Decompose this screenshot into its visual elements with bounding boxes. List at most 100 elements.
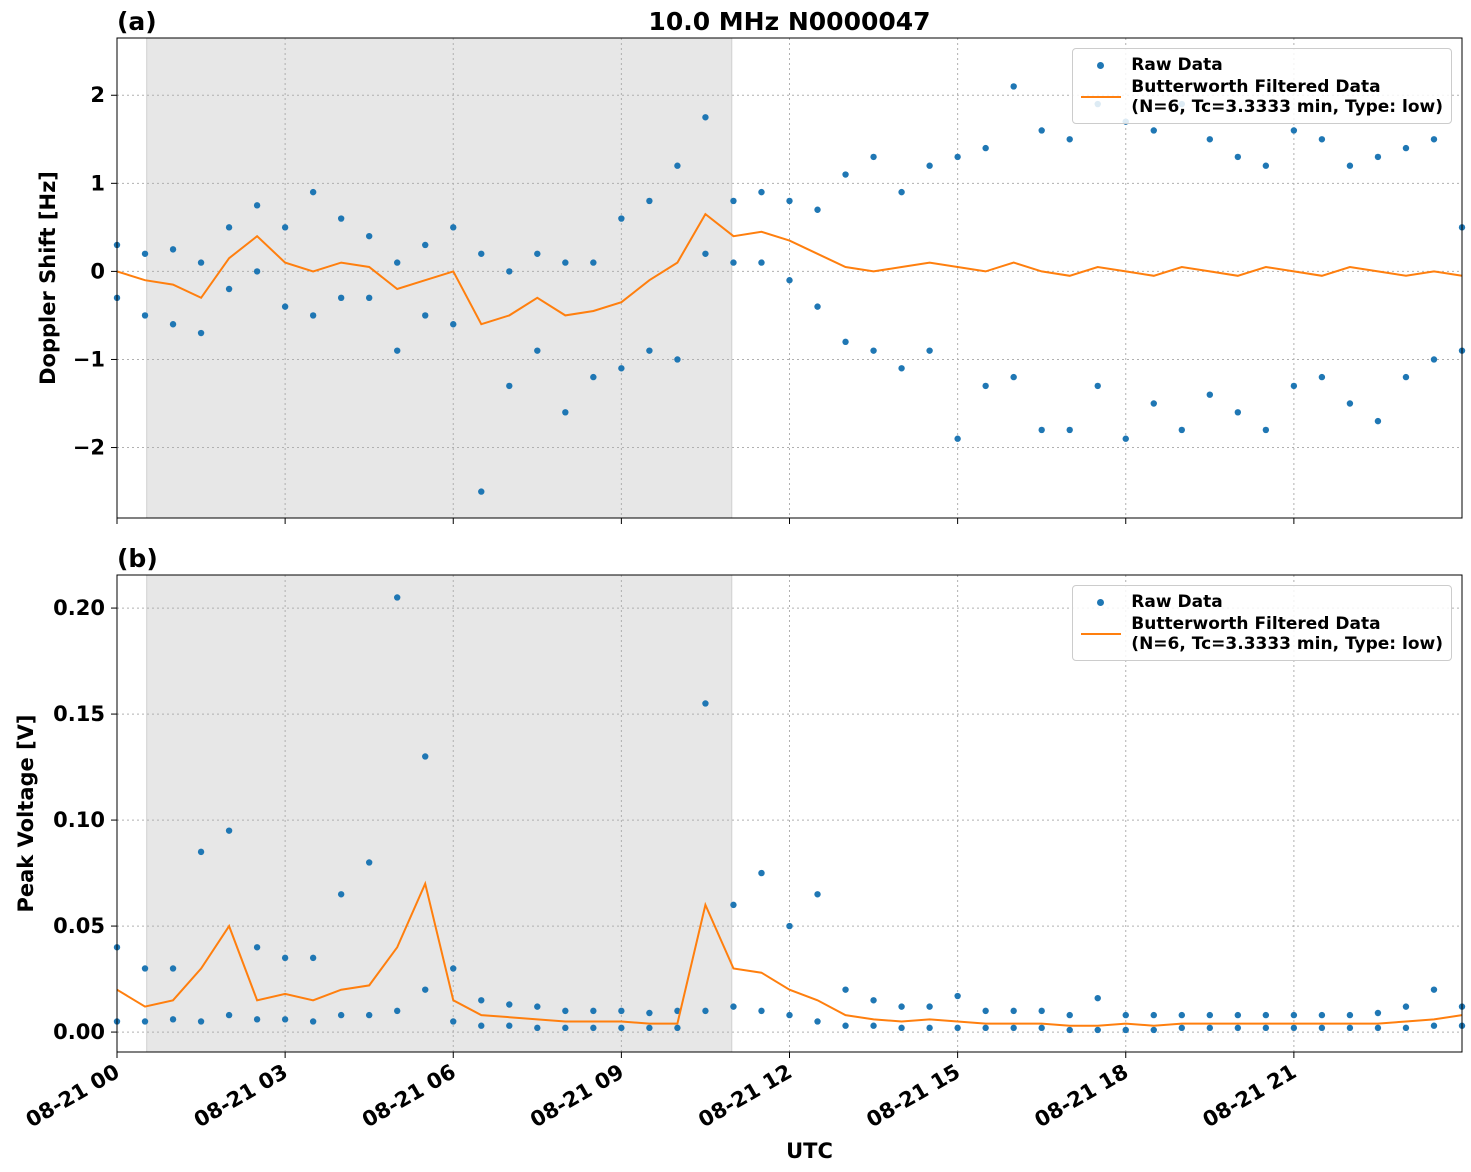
raw-point: [309, 312, 317, 319]
raw-point: [169, 1016, 177, 1023]
raw-point: [281, 1016, 289, 1023]
raw-point: [702, 1007, 709, 1015]
raw-point: [758, 259, 765, 266]
raw-point: [1094, 994, 1101, 1002]
y-tick-label: 0.20: [53, 596, 105, 620]
x-tick-label: 08-21 12: [694, 1060, 796, 1133]
raw-point: [1066, 426, 1073, 434]
raw-point: [422, 986, 429, 993]
raw-point: [197, 848, 205, 856]
raw-point: [1346, 1011, 1354, 1019]
raw-point: [1122, 435, 1129, 442]
raw-point: [1010, 1024, 1017, 1032]
raw-point: [758, 1007, 765, 1015]
legend-entry: Raw Data: [1081, 55, 1443, 75]
raw-point: [590, 1007, 597, 1015]
raw-point: [1038, 1007, 1045, 1015]
y-tick-label: −2: [73, 436, 105, 460]
raw-point: [1262, 1024, 1270, 1032]
raw-point: [982, 1007, 989, 1015]
raw-point: [730, 1003, 737, 1010]
raw-point: [506, 382, 513, 390]
raw-point: [562, 259, 569, 266]
raw-point: [674, 356, 681, 363]
raw-point: [898, 365, 905, 372]
raw-point: [898, 1003, 905, 1010]
raw-point: [758, 869, 765, 877]
raw-point: [534, 1003, 541, 1010]
x-tick-label: 08-21 21: [1199, 1060, 1301, 1133]
raw-point: [422, 312, 429, 319]
raw-point: [590, 259, 597, 266]
raw-point: [169, 321, 177, 328]
raw-point: [478, 488, 485, 495]
raw-point: [814, 303, 821, 310]
raw-point: [842, 1022, 849, 1029]
raw-point: [898, 1024, 905, 1032]
raw-point: [1262, 1011, 1270, 1019]
raw-point: [281, 224, 289, 231]
raw-point: [365, 859, 373, 866]
raw-point: [590, 1024, 597, 1032]
raw-point: [534, 1024, 541, 1032]
raw-point: [646, 197, 653, 205]
raw-point: [1262, 426, 1270, 434]
legend-entry: Butterworth Filtered Data (N=6, Tc=3.333…: [1081, 77, 1443, 117]
legend-swatch: [1081, 77, 1122, 117]
raw-point: [1346, 400, 1354, 407]
legend-label: Butterworth Filtered Data (N=6, Tc=3.333…: [1131, 614, 1443, 654]
raw-point: [1234, 1011, 1242, 1019]
raw-point: [618, 215, 625, 222]
raw-point: [197, 329, 205, 337]
raw-point: [225, 285, 233, 293]
raw-point: [1038, 1024, 1045, 1032]
raw-point: [1094, 382, 1101, 390]
raw-point: [1374, 417, 1382, 425]
raw-point: [197, 1018, 205, 1025]
raw-point: [394, 347, 401, 354]
raw-point: [1318, 1011, 1326, 1019]
raw-point: [450, 965, 457, 972]
raw-point: [281, 303, 289, 310]
raw-point: [926, 162, 933, 169]
raw-point: [225, 1011, 233, 1019]
raw-point: [1402, 373, 1410, 381]
raw-point: [1206, 1024, 1214, 1032]
plot-frame: [116, 37, 1463, 519]
raw-point: [1010, 373, 1017, 381]
legend-entry: Raw Data: [1081, 592, 1443, 612]
raw-point: [1066, 136, 1073, 143]
raw-point: [337, 294, 345, 302]
raw-point: [1010, 1007, 1017, 1015]
raw-point: [674, 162, 681, 169]
legend-label: Raw Data: [1131, 55, 1223, 75]
raw-point: [1318, 1024, 1326, 1032]
raw-point: [1122, 1011, 1129, 1019]
raw-point: [870, 347, 877, 354]
raw-point: [562, 1024, 569, 1032]
legend-label: Butterworth Filtered Data (N=6, Tc=3.333…: [1131, 77, 1443, 117]
raw-point: [1178, 1011, 1185, 1019]
raw-point: [534, 250, 541, 257]
raw-point: [870, 153, 877, 161]
filtered-line: [116, 212, 1463, 326]
raw-point: [926, 347, 933, 354]
raw-point: [982, 1024, 989, 1032]
raw-point: [982, 382, 989, 390]
raw-point: [506, 268, 513, 275]
raw-point: [422, 241, 429, 249]
raw-point: [1066, 1026, 1073, 1034]
legend-swatch: [1081, 55, 1121, 75]
raw-point: [1150, 400, 1157, 407]
plot-frame: [116, 574, 1463, 1053]
raw-point: [702, 114, 709, 121]
raw-point: [898, 188, 905, 196]
raw-point: [954, 992, 961, 1000]
raw-point: [365, 232, 373, 240]
raw-point: [478, 997, 485, 1004]
raw-point: [562, 409, 569, 416]
raw-point: [786, 277, 793, 284]
raw-point: [730, 901, 737, 909]
raw-point: [1290, 127, 1298, 134]
